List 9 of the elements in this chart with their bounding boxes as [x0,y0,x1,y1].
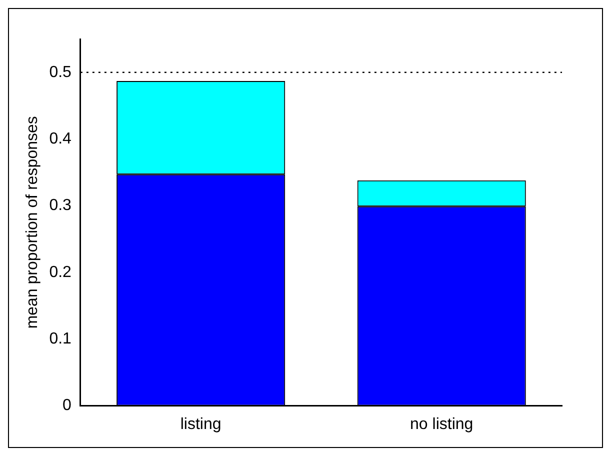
y-tick-label: 0.4 [49,130,72,148]
y-tick-label: 0.2 [49,264,72,281]
y-tick-label: 0 [62,397,72,414]
x-tick-label: no listing [410,416,474,433]
y-axis-title: mean proportion of responses [24,116,42,329]
x-tick-label: listing [180,416,222,433]
y-tick-label: 0.5 [49,64,72,81]
y-tick-label: 0.1 [49,330,72,348]
y-tick-label: 0.3 [49,197,72,214]
